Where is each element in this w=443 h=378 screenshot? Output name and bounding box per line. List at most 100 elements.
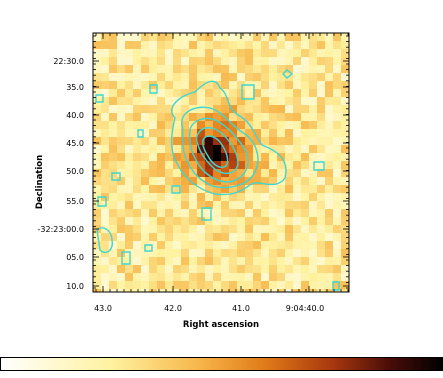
pixel xyxy=(101,177,109,185)
pixel xyxy=(109,145,117,153)
pixel xyxy=(285,201,293,209)
pixel xyxy=(285,145,293,153)
pixel xyxy=(325,225,333,233)
pixel xyxy=(253,185,261,193)
pixel xyxy=(181,57,189,65)
pixel xyxy=(197,97,205,105)
pixel xyxy=(333,153,341,161)
pixel xyxy=(133,225,141,233)
pixel xyxy=(317,129,325,137)
pixel xyxy=(285,281,293,289)
pixel xyxy=(325,41,333,49)
pixel xyxy=(317,89,325,97)
pixel xyxy=(213,257,221,265)
pixel xyxy=(93,97,101,105)
pixel xyxy=(317,209,325,217)
pixel xyxy=(333,217,341,225)
pixel xyxy=(277,233,285,241)
pixel xyxy=(173,73,181,81)
pixel xyxy=(277,209,285,217)
pixel xyxy=(293,161,301,169)
pixel xyxy=(221,73,229,81)
pixel xyxy=(197,281,205,289)
pixel xyxy=(221,97,229,105)
pixel xyxy=(285,233,293,241)
pixel xyxy=(253,257,261,265)
pixel xyxy=(205,113,213,121)
pixel xyxy=(149,257,157,265)
pixel xyxy=(237,89,245,97)
pixel xyxy=(221,177,229,185)
pixel xyxy=(189,225,197,233)
pixel xyxy=(117,73,125,81)
pixel xyxy=(317,217,325,225)
pixel xyxy=(165,225,173,233)
pixel xyxy=(261,89,269,97)
pixel xyxy=(237,233,245,241)
pixel xyxy=(293,49,301,57)
pixel xyxy=(205,233,213,241)
pixel xyxy=(197,217,205,225)
pixel xyxy=(293,97,301,105)
pixel xyxy=(157,289,165,292)
pixel xyxy=(301,169,309,177)
pixel xyxy=(221,249,229,257)
pixel xyxy=(269,241,277,249)
pixel xyxy=(101,73,109,81)
pixel xyxy=(125,121,133,129)
pixel xyxy=(213,281,221,289)
pixel xyxy=(317,105,325,113)
pixel xyxy=(245,201,253,209)
pixel xyxy=(125,33,133,41)
y-tick-label: 22:30.0 xyxy=(53,57,84,66)
pixel xyxy=(93,209,101,217)
pixel xyxy=(285,113,293,121)
pixel xyxy=(269,97,277,105)
pixel xyxy=(205,121,213,129)
pixel xyxy=(285,57,293,65)
pixel xyxy=(117,129,125,137)
pixel xyxy=(237,217,245,225)
pixel xyxy=(109,81,117,89)
pixel xyxy=(197,49,205,57)
pixel xyxy=(317,169,325,177)
pixel xyxy=(213,193,221,201)
pixel xyxy=(197,241,205,249)
y-tick-label: 35.0 xyxy=(66,83,84,92)
pixel xyxy=(269,89,277,97)
pixel xyxy=(237,265,245,273)
pixel xyxy=(237,225,245,233)
pixel xyxy=(277,185,285,193)
pixel xyxy=(165,113,173,121)
pixel xyxy=(165,257,173,265)
pixel xyxy=(277,105,285,113)
pixel xyxy=(133,105,141,113)
pixel xyxy=(101,233,109,241)
pixel xyxy=(165,185,173,193)
pixel xyxy=(117,233,125,241)
pixel xyxy=(197,33,205,41)
pixel xyxy=(325,185,333,193)
pixel xyxy=(93,33,101,41)
pixel xyxy=(101,105,109,113)
pixel xyxy=(117,209,125,217)
pixel xyxy=(277,169,285,177)
pixel xyxy=(253,153,261,161)
pixel xyxy=(245,57,253,65)
pixel xyxy=(261,121,269,129)
pixel xyxy=(157,137,165,145)
pixel xyxy=(341,281,349,289)
pixel xyxy=(117,241,125,249)
pixel xyxy=(205,41,213,49)
pixel xyxy=(301,113,309,121)
pixel xyxy=(125,281,133,289)
pixel xyxy=(229,105,237,113)
pixel xyxy=(277,97,285,105)
pixel xyxy=(325,121,333,129)
pixel xyxy=(125,209,133,217)
pixel xyxy=(133,201,141,209)
pixel xyxy=(229,201,237,209)
pixel xyxy=(213,241,221,249)
pixel xyxy=(269,169,277,177)
pixel xyxy=(165,289,173,292)
